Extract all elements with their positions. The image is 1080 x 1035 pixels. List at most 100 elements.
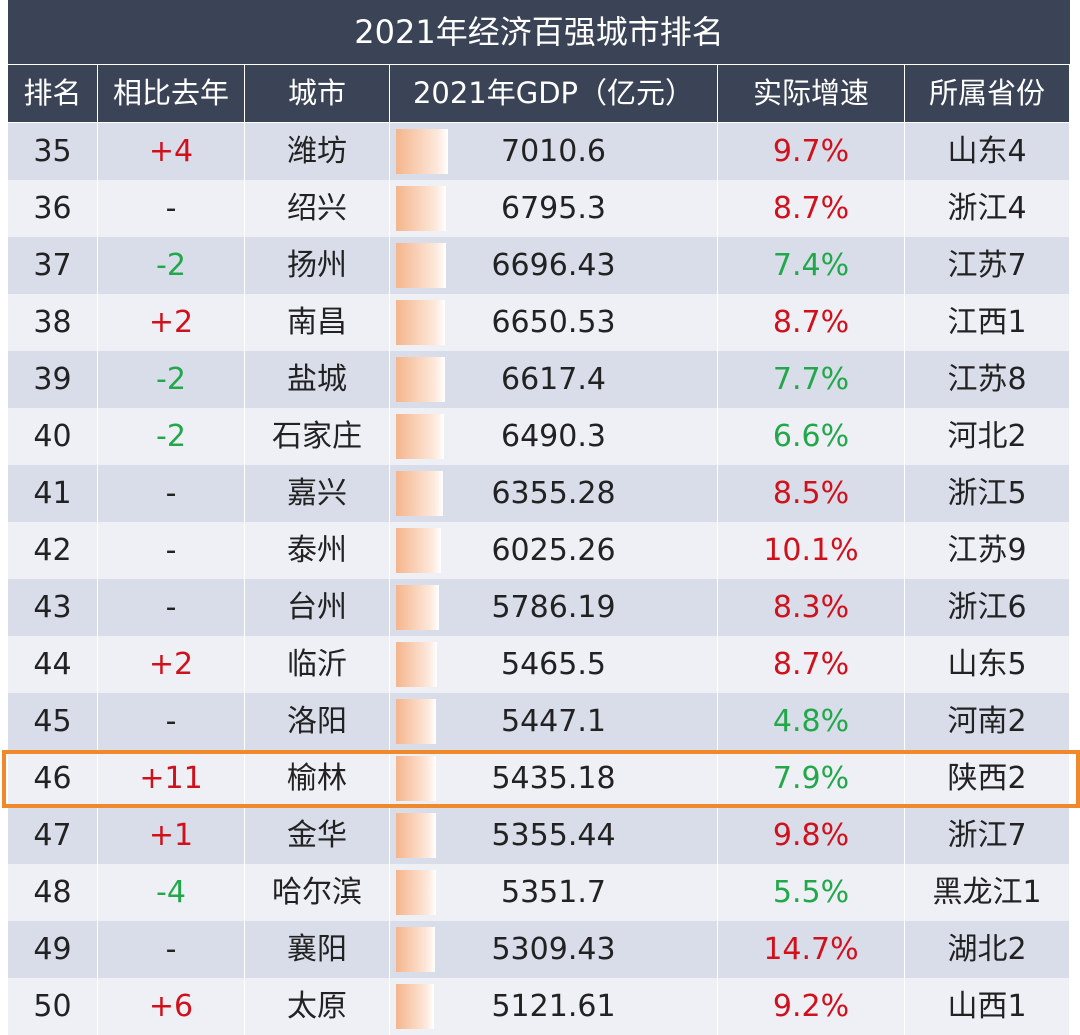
header-cell: 所属省份 — [905, 65, 1070, 122]
province-cell: 江苏7 — [905, 237, 1070, 294]
city-cell: 盐城 — [245, 351, 390, 408]
rank-cell: 36 — [8, 180, 98, 237]
rank-cell: 44 — [8, 636, 98, 693]
growth-cell: 6.6% — [718, 408, 905, 465]
growth-cell: 8.3% — [718, 579, 905, 636]
province-cell: 湖北2 — [905, 921, 1070, 978]
city-cell: 洛阳 — [245, 693, 390, 750]
gdp-cell: 5786.19 — [390, 579, 718, 636]
growth-cell: 8.7% — [718, 636, 905, 693]
province-cell: 山西1 — [905, 978, 1070, 1035]
gdp-bar — [396, 243, 446, 288]
gdp-cell: 7010.6 — [390, 123, 718, 180]
change-cell: +2 — [98, 636, 245, 693]
city-cell: 南昌 — [245, 294, 390, 351]
growth-cell: 8.7% — [718, 180, 905, 237]
change-cell: - — [98, 465, 245, 522]
growth-cell: 9.8% — [718, 807, 905, 864]
gdp-value: 6025.26 — [491, 533, 616, 568]
gdp-value: 5355.44 — [491, 818, 616, 853]
change-cell: +11 — [98, 750, 245, 807]
table-row: 50 +6 太原 5121.61 9.2% 山西1 — [8, 978, 1070, 1035]
province-cell: 浙江4 — [905, 180, 1070, 237]
growth-cell: 14.7% — [718, 921, 905, 978]
change-cell: -2 — [98, 408, 245, 465]
growth-cell: 8.5% — [718, 465, 905, 522]
city-cell: 榆林 — [245, 750, 390, 807]
gdp-value: 6617.4 — [501, 362, 606, 397]
gdp-cell: 5355.44 — [390, 807, 718, 864]
growth-cell: 9.2% — [718, 978, 905, 1035]
gdp-cell: 6795.3 — [390, 180, 718, 237]
table-row: 48 -4 哈尔滨 5351.7 5.5% 黑龙江1 — [8, 864, 1070, 921]
change-cell: -2 — [98, 351, 245, 408]
gdp-value: 5465.5 — [501, 647, 606, 682]
gdp-value: 5435.18 — [491, 761, 616, 796]
change-cell: - — [98, 180, 245, 237]
gdp-value: 6795.3 — [501, 191, 606, 226]
gdp-value: 6490.3 — [501, 419, 606, 454]
gdp-value: 5121.61 — [491, 989, 616, 1024]
gdp-value: 5351.7 — [501, 875, 606, 910]
city-cell: 临沂 — [245, 636, 390, 693]
province-cell: 江苏8 — [905, 351, 1070, 408]
gdp-value: 6696.43 — [491, 248, 616, 283]
growth-cell: 7.4% — [718, 237, 905, 294]
growth-cell: 7.7% — [718, 351, 905, 408]
table-row: 38 +2 南昌 6650.53 8.7% 江西1 — [8, 294, 1070, 351]
gdp-cell: 5435.18 — [390, 750, 718, 807]
province-cell: 江苏9 — [905, 522, 1070, 579]
table-row: 45- 洛阳 5447.1 4.8% 河南2 — [8, 693, 1070, 750]
gdp-value: 6650.53 — [491, 305, 616, 340]
province-cell: 浙江5 — [905, 465, 1070, 522]
gdp-cell: 6696.43 — [390, 237, 718, 294]
header-cell: 城市 — [245, 65, 390, 122]
table-row: 44 +2 临沂 5465.5 8.7% 山东5 — [8, 636, 1070, 693]
growth-cell: 10.1% — [718, 522, 905, 579]
rank-cell: 45 — [8, 693, 98, 750]
gdp-cell: 6355.28 — [390, 465, 718, 522]
table-row: 36- 绍兴 6795.3 8.7% 浙江4 — [8, 180, 1070, 237]
change-cell: -2 — [98, 237, 245, 294]
growth-cell: 7.9% — [718, 750, 905, 807]
gdp-value: 5786.19 — [491, 590, 616, 625]
gdp-value: 5309.43 — [491, 932, 616, 967]
gdp-cell: 5309.43 — [390, 921, 718, 978]
rank-cell: 35 — [8, 123, 98, 180]
city-cell: 哈尔滨 — [245, 864, 390, 921]
rank-cell: 42 — [8, 522, 98, 579]
rank-cell: 39 — [8, 351, 98, 408]
city-cell: 绍兴 — [245, 180, 390, 237]
rank-cell: 49 — [8, 921, 98, 978]
province-cell: 黑龙江1 — [905, 864, 1070, 921]
gdp-cell: 6025.26 — [390, 522, 718, 579]
change-cell: - — [98, 579, 245, 636]
rank-cell: 46 — [8, 750, 98, 807]
city-cell: 嘉兴 — [245, 465, 390, 522]
gdp-cell: 5465.5 — [390, 636, 718, 693]
table-row: 40 -2 石家庄 6490.3 6.6% 河北2 — [8, 408, 1070, 465]
table-row: 41- 嘉兴 6355.28 8.5% 浙江5 — [8, 465, 1070, 522]
gdp-bar — [396, 186, 447, 231]
province-cell: 河北2 — [905, 408, 1070, 465]
rank-cell: 38 — [8, 294, 98, 351]
change-cell: +1 — [98, 807, 245, 864]
gdp-bar — [396, 528, 441, 573]
gdp-bar — [396, 699, 437, 744]
growth-cell: 4.8% — [718, 693, 905, 750]
gdp-bar — [396, 129, 448, 174]
change-cell: +6 — [98, 978, 245, 1035]
header-cell: 实际增速 — [718, 65, 905, 122]
gdp-bar — [396, 756, 437, 801]
change-cell: +4 — [98, 123, 245, 180]
table-row: 35 +4 潍坊 7010.6 9.7% 山东4 — [8, 123, 1070, 180]
city-cell: 台州 — [245, 579, 390, 636]
table-row: 46 +11 榆林 5435.18 7.9% 陕西2 — [8, 750, 1070, 807]
header-cell: 排名 — [8, 65, 98, 122]
gdp-cell: 6490.3 — [390, 408, 718, 465]
city-cell: 潍坊 — [245, 123, 390, 180]
growth-cell: 8.7% — [718, 294, 905, 351]
gdp-bar — [396, 984, 434, 1029]
table-title: 2021年经济百强城市排名 — [8, 0, 1070, 64]
